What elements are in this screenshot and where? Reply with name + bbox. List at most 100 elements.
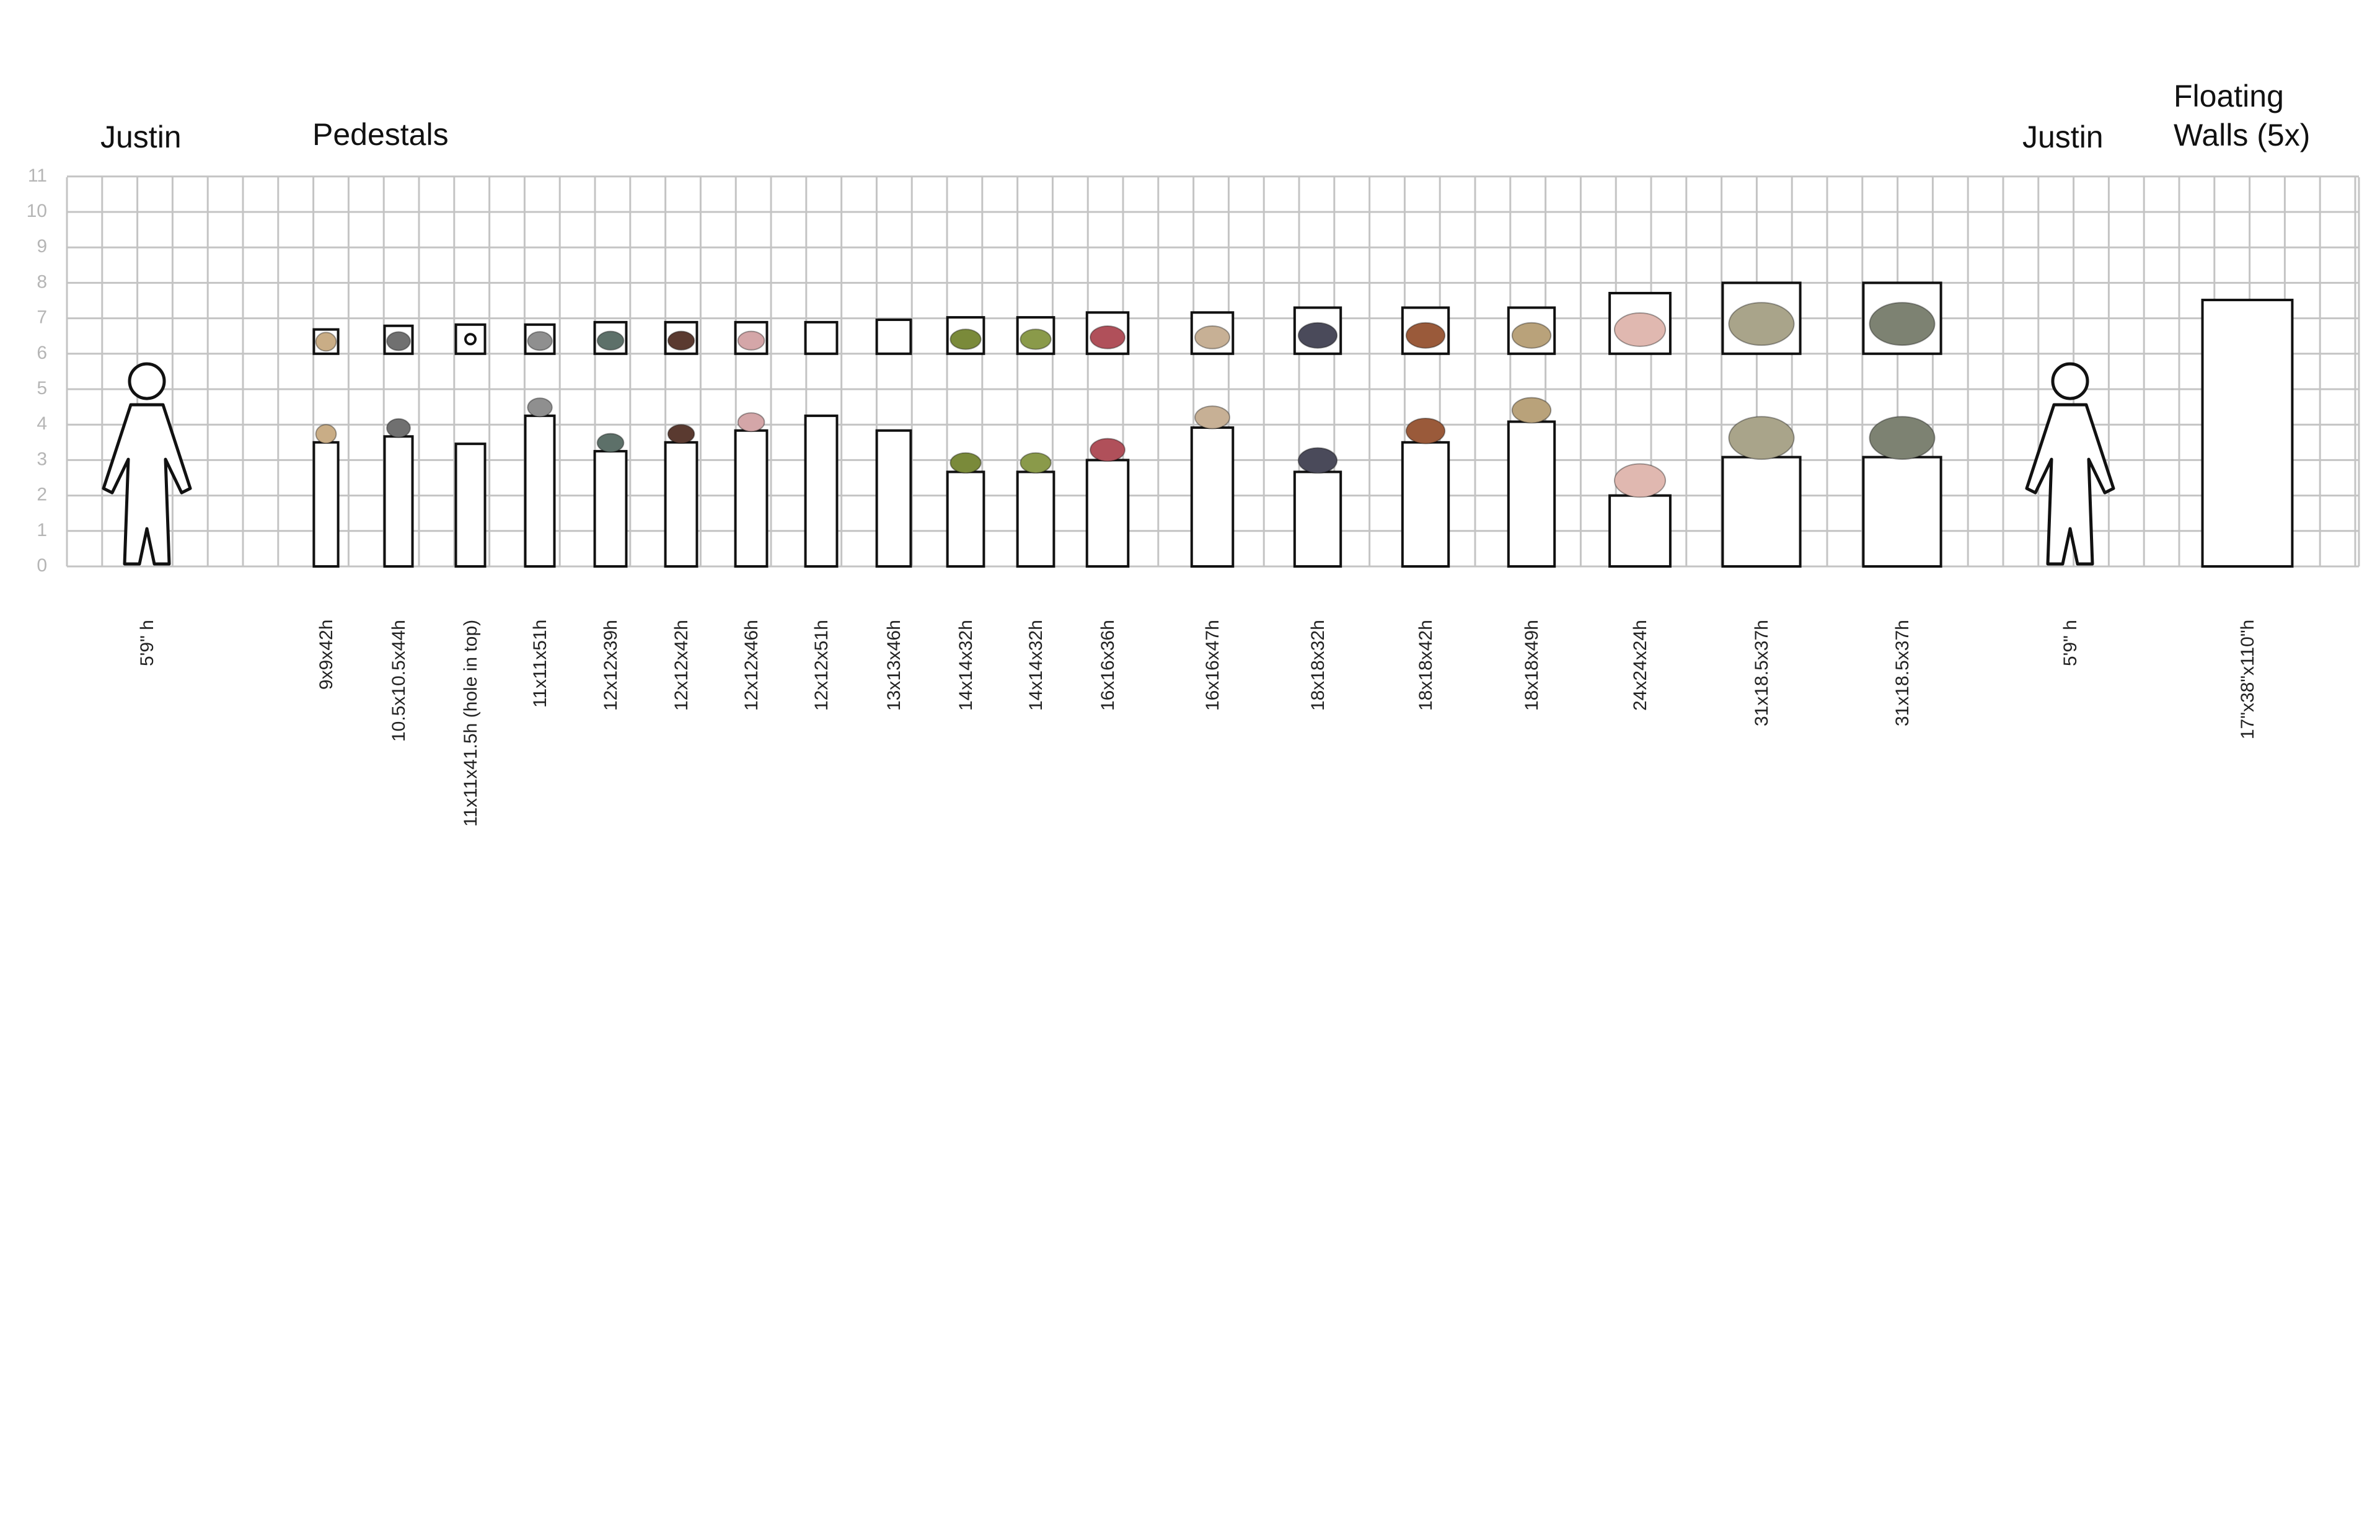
pedestal-front-view <box>1016 470 1056 568</box>
justin-figure-left <box>102 362 192 566</box>
pedestal-dimension-label: 12x12x46h <box>741 620 762 711</box>
sculpture-in-top-view <box>1090 325 1126 350</box>
pedestal-top-view <box>875 318 912 355</box>
sculpture-in-top-view <box>1511 322 1552 349</box>
header-floating-walls: Floating Walls (5x) <box>2174 77 2310 154</box>
pedestal-dimension-label: 12x12x39h <box>601 620 621 711</box>
figure-body <box>2025 403 2115 566</box>
y-axis-tick-label: 4 <box>37 413 47 434</box>
header-pedestals: Pedestals <box>312 117 449 152</box>
pedestal-dimension-label: 11x11x51h <box>530 619 550 708</box>
pedestal-front-view <box>946 470 985 568</box>
pedestal-dimension-label: 16x16x36h <box>1098 620 1118 711</box>
pedestal-hole-mark <box>464 333 477 346</box>
y-axis-tick-label: 1 <box>37 520 47 540</box>
sculpture-on-pedestal <box>1020 452 1052 474</box>
pedestal-front-view <box>804 414 839 568</box>
sculpture-on-pedestal <box>1613 463 1667 498</box>
sculpture-on-pedestal <box>1297 447 1338 474</box>
pedestal-front-view <box>734 429 769 568</box>
pedestal-front-view <box>1507 420 1556 568</box>
pedestal-front-view <box>875 429 912 568</box>
pedestal-dimension-label: 24x24x24h <box>1630 620 1651 711</box>
pedestal-front-view <box>524 414 556 568</box>
pedestal-dimension-label: 14x14x32h <box>1026 620 1046 711</box>
floating-wall <box>2201 299 2294 568</box>
pedestal-dimension-label: 16x16x47h <box>1202 620 1223 711</box>
header-floating-line1: Floating <box>2174 79 2284 113</box>
pedestal-front-view <box>1293 470 1342 568</box>
pedestal-top-view <box>804 320 839 355</box>
pedestal-dimension-label: 18x18x49h <box>1522 620 1542 711</box>
sculpture-on-pedestal <box>1869 416 1936 460</box>
sculpture-in-top-view <box>1728 302 1795 346</box>
justin-left-height-label: 5'9" h <box>137 620 157 666</box>
sculpture-in-top-view <box>737 330 765 351</box>
pedestal-dimension-label: 12x12x51h <box>811 620 832 711</box>
floating-wall-dimension-label: 17"x38"x110"h <box>2237 619 2258 739</box>
figure-head <box>128 362 166 400</box>
sculpture-in-top-view <box>386 331 411 351</box>
sculpture-in-top-view <box>1869 302 1936 346</box>
sculpture-on-pedestal <box>386 418 411 438</box>
sculpture-in-top-view <box>667 330 695 351</box>
justin-figure-right <box>2025 362 2115 566</box>
y-axis-tick-label: 9 <box>37 236 47 257</box>
y-axis-tick-label: 0 <box>37 555 47 576</box>
y-axis-tick-label: 2 <box>37 485 47 505</box>
sculpture-on-pedestal <box>1511 397 1552 424</box>
sculpture-in-top-view <box>1297 322 1338 349</box>
y-axis-tick-label: 10 <box>27 201 47 221</box>
sculpture-in-top-view <box>1020 328 1052 350</box>
pedestal-dimension-label: 31x18.5x37h <box>1752 620 1772 726</box>
sculpture-on-pedestal <box>1194 405 1230 429</box>
figure-body <box>102 403 192 566</box>
pedestal-dimension-label: 14x14x32h <box>956 620 976 711</box>
y-axis-tick-label: 7 <box>37 307 47 328</box>
pedestal-dimension-label: 9x9x42h <box>316 619 337 690</box>
sculpture-on-pedestal <box>1405 417 1446 444</box>
header-justin-right: Justin <box>2022 120 2104 154</box>
header-floating-line2: Walls (5x) <box>2174 117 2311 152</box>
pedestal-dimension-label: 18x18x42h <box>1416 620 1436 711</box>
sculpture-on-pedestal <box>596 433 625 453</box>
pedestal-front-view <box>1190 426 1235 568</box>
sculpture-in-top-view <box>1405 322 1446 349</box>
sculpture-in-top-view <box>1194 325 1230 350</box>
sculpture-on-pedestal <box>1728 416 1795 460</box>
pedestal-dimension-label: 10.5x10.5x44h <box>389 620 409 742</box>
header-justin-left: Justin <box>100 120 182 154</box>
y-axis-tick-label: 5 <box>37 378 47 398</box>
pedestal-dimension-label: 12x12x42h <box>671 620 692 711</box>
sculpture-in-top-view <box>527 331 553 351</box>
pedestal-dimension-label: 13x13x46h <box>884 620 904 711</box>
sculpture-on-pedestal <box>737 412 765 433</box>
y-axis-tick-label: 3 <box>37 449 47 469</box>
y-axis-tick-label: 6 <box>37 343 47 363</box>
y-axis-tick-label: 11 <box>28 165 47 186</box>
pedestal-front-view <box>593 450 628 568</box>
sculpture-on-pedestal <box>315 424 337 444</box>
sculpture-on-pedestal <box>950 452 982 474</box>
pedestal-dimension-label: 18x18x32h <box>1308 620 1328 711</box>
pedestal-front-view <box>664 441 699 568</box>
sculpture-on-pedestal <box>1090 438 1126 462</box>
pedestal-dimension-label: 11x11x41.5h (hole in top) <box>461 619 481 827</box>
sculpture-in-top-view <box>315 332 337 352</box>
sculpture-on-pedestal <box>527 397 553 418</box>
y-axis-tick-label: 8 <box>37 271 47 292</box>
pedestal-front-view <box>383 435 414 568</box>
pedestal-front-view <box>1608 494 1672 568</box>
pedestal-dimension-label: 31x18.5x37h <box>1892 620 1913 726</box>
pedestal-front-view <box>1085 459 1130 568</box>
pedestal-front-view <box>1721 455 1802 568</box>
justin-right-height-label: 5'9" h <box>2060 620 2081 666</box>
pedestal-front-view <box>454 442 487 568</box>
figure-head <box>2051 362 2089 400</box>
sculpture-in-top-view <box>950 328 982 350</box>
pedestal-front-view <box>312 441 340 568</box>
sculpture-in-top-view <box>1613 312 1667 347</box>
sculpture-on-pedestal <box>667 424 695 444</box>
